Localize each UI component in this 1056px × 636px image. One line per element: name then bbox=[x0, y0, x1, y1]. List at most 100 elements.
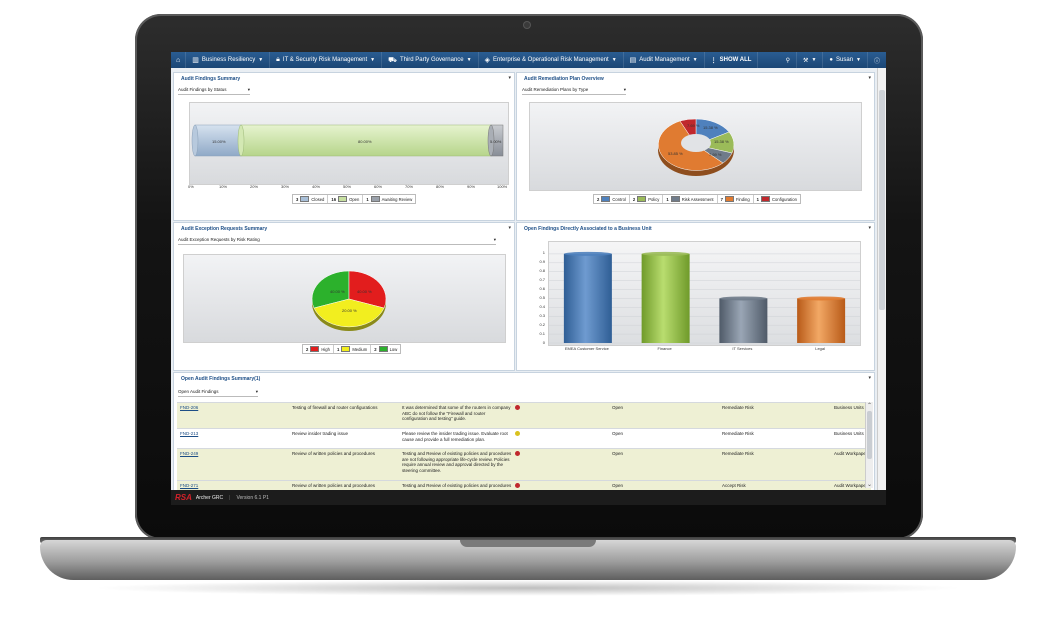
bar-label-closed: 15.00% bbox=[212, 139, 226, 144]
report-select[interactable]: Open Audit Findings ▾ bbox=[178, 389, 258, 397]
panel-menu-icon[interactable]: ▾ bbox=[868, 375, 871, 381]
nav-third-party[interactable]: ⛟ Third Party Governance ▼ bbox=[382, 52, 479, 68]
audit-findings-panel: Audit Findings Summary ▾ Audit Findings … bbox=[173, 72, 515, 221]
related-record[interactable]: Business Units bbox=[834, 431, 864, 436]
legend-item[interactable]: 1 Awaiting Review bbox=[363, 195, 415, 203]
show-all-button[interactable]: ⋮ SHOW ALL bbox=[705, 52, 759, 68]
open-findings-panel: Open Audit Findings Summary(1) ▾ Open Au… bbox=[173, 372, 875, 492]
slice-label: 7.69 % bbox=[687, 123, 700, 128]
x-tick-label: EMEA Customer Service bbox=[564, 346, 609, 351]
panel-title: Open Audit Findings Summary(1) bbox=[181, 376, 261, 382]
scroll-thumb[interactable] bbox=[879, 90, 885, 310]
finding-id-link[interactable]: FND-249 bbox=[180, 451, 199, 456]
x-tick-label: Legal bbox=[815, 346, 826, 351]
legend-swatch bbox=[310, 346, 320, 352]
legend-label: Medium bbox=[352, 346, 368, 352]
legend-label: Configuration bbox=[772, 196, 797, 202]
bar-finance[interactable] bbox=[641, 253, 690, 343]
panel-menu-icon[interactable]: ▾ bbox=[868, 75, 871, 81]
legend-item[interactable]: 2 High bbox=[303, 345, 334, 353]
tick: 70% bbox=[405, 184, 414, 189]
bar-legal[interactable] bbox=[797, 298, 846, 343]
legend-count: 1 bbox=[666, 196, 669, 202]
risk-response: Remediate Risk bbox=[722, 451, 754, 456]
app-footer: RSA Archer GRC | Version 6.1 P1 bbox=[171, 490, 886, 505]
slice-label: 53.85 % bbox=[668, 151, 683, 156]
panel-menu-icon[interactable]: ▾ bbox=[508, 75, 511, 81]
table-row[interactable]: FND-213 Review insider trading issue Ple… bbox=[177, 428, 871, 448]
status-indicator-icon bbox=[515, 431, 520, 438]
slice-label: 15.38 % bbox=[703, 125, 718, 130]
status-indicator-icon bbox=[515, 405, 520, 412]
user-icon: ● bbox=[829, 57, 834, 63]
legend-item[interactable]: 1 Risk Assessment bbox=[663, 195, 718, 203]
legend-item[interactable]: 1 Configuration bbox=[754, 195, 800, 203]
table-row[interactable]: FND-271 Review of written policies and p… bbox=[177, 480, 871, 491]
nav-audit-management[interactable]: ▤ Audit Management ▼ bbox=[624, 52, 705, 68]
x-tick-label: IT Services bbox=[732, 346, 753, 351]
user-menu[interactable]: ● Susan ▼ bbox=[823, 52, 868, 68]
caret-down-icon: ▼ bbox=[611, 57, 617, 63]
legend-item[interactable]: 2 Low bbox=[371, 345, 400, 353]
legend-label: Control bbox=[612, 196, 626, 202]
y-tick-label: 0.9 bbox=[539, 259, 545, 265]
footer-divider: | bbox=[229, 494, 231, 501]
bar-it-services[interactable] bbox=[719, 298, 768, 343]
related-record[interactable]: Audit Workpaper bbox=[834, 451, 868, 456]
chart-type-select[interactable]: Audit Exception Requests by Risk Rating ▾ bbox=[178, 237, 496, 245]
related-record[interactable]: Business Units bbox=[834, 405, 864, 410]
slice-label: 15.38 % bbox=[714, 139, 729, 144]
bar-emea-customer-service[interactable] bbox=[563, 253, 612, 343]
nav-business-resiliency[interactable]: ▥ Business Resiliency ▼ bbox=[186, 52, 271, 68]
caret-down-icon: ▾ bbox=[493, 237, 496, 242]
bar-label-open: 80.00% bbox=[358, 139, 372, 144]
chart-type-select[interactable]: Audit Remediation Plans by Type ▾ bbox=[522, 87, 626, 95]
table-row[interactable]: FND-249 Review of written policies and p… bbox=[177, 448, 871, 480]
tools-icon: ⚒ bbox=[803, 57, 809, 64]
legend-swatch bbox=[370, 196, 380, 202]
page-scrollbar[interactable] bbox=[877, 68, 886, 490]
chart-type-select[interactable]: Audit Findings by Status ▾ bbox=[178, 87, 250, 95]
nav-it-security[interactable]: 🔒︎ IT & Security Risk Management ▼ bbox=[270, 52, 383, 68]
legend-label: Awaiting Review bbox=[381, 196, 413, 202]
risk-response: Accept Risk bbox=[722, 483, 746, 488]
search-button[interactable]: ⚲ bbox=[780, 52, 798, 68]
panel-menu-icon[interactable]: ▾ bbox=[868, 225, 871, 231]
home-button[interactable]: ⌂ bbox=[171, 52, 187, 68]
legend-item[interactable]: 7 Finding bbox=[718, 195, 754, 203]
tools-button[interactable]: ⚒ ▼ bbox=[797, 52, 824, 68]
y-tick-label: 0.5 bbox=[539, 294, 545, 300]
finding-description: Testing and Review of existing policies … bbox=[402, 483, 512, 488]
finding-id-link[interactable]: FND-271 bbox=[180, 483, 199, 488]
x-axis-labels: EMEA Customer Service Finance IT Services L… bbox=[548, 346, 859, 354]
legend-item[interactable]: 16 Open bbox=[328, 195, 364, 203]
finding-id-link[interactable]: FND-213 bbox=[180, 431, 199, 436]
legend-item[interactable]: 2 Control bbox=[594, 195, 630, 203]
table-row[interactable]: FND-206 Testing of firewall and router c… bbox=[177, 402, 871, 428]
legend-swatch bbox=[601, 196, 611, 202]
table-scrollbar[interactable]: ⌃ ⌄ bbox=[865, 402, 873, 488]
slice-high bbox=[348, 270, 387, 309]
nav-label: Third Party Governance bbox=[399, 57, 464, 63]
slice-medium bbox=[313, 298, 385, 328]
legend-item[interactable]: 2 Policy bbox=[630, 195, 664, 203]
legend-item[interactable]: 3 Closed bbox=[293, 195, 329, 203]
finding-title: Testing of firewall and router configura… bbox=[292, 405, 378, 410]
legend-item[interactable]: 1 Medium bbox=[334, 345, 372, 353]
select-value: Audit Findings by Status bbox=[178, 87, 227, 92]
scroll-up-icon[interactable]: ⌃ bbox=[866, 403, 873, 409]
select-value: Audit Remediation Plans by Type bbox=[522, 87, 589, 92]
nav-enterprise-risk[interactable]: ◈ Enterprise & Operational Risk Managemen… bbox=[479, 52, 624, 68]
legend-count: 2 bbox=[597, 196, 600, 202]
related-record[interactable]: Audit Workpaper bbox=[834, 483, 868, 488]
user-name: Susan bbox=[836, 57, 854, 63]
help-button[interactable]: ⓘ bbox=[868, 52, 886, 68]
risk-response: Remediate Risk bbox=[722, 431, 754, 436]
scroll-thumb[interactable] bbox=[867, 411, 872, 459]
donut-plot: 15.38 % 15.38 % 7.69 % 53.85 % 7.69 % bbox=[529, 102, 862, 191]
scroll-down-icon[interactable]: ⌄ bbox=[866, 482, 873, 488]
bar-top-cap bbox=[641, 251, 690, 256]
finding-id-link[interactable]: FND-206 bbox=[180, 405, 199, 410]
panel-menu-icon[interactable]: ▾ bbox=[508, 225, 511, 231]
camera-icon bbox=[523, 21, 531, 29]
